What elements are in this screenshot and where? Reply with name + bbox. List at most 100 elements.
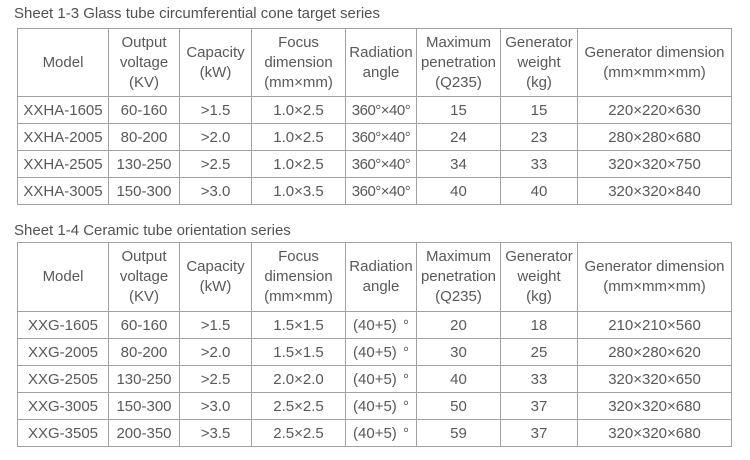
- cell-radiation-angle: (40+5) °: [345, 392, 417, 420]
- column-header-focus-dimension: Focus dimension (mm×mm): [251, 242, 346, 312]
- cell-focus-dimension: 2.5×2.5: [251, 419, 346, 447]
- table-row: XXHA-3005 150-300 >3.0 1.0×3.5 360°×40° …: [17, 177, 732, 205]
- cell-max-penetration: 34: [416, 150, 501, 178]
- cell-radiation-angle: 360°×40°: [345, 96, 417, 124]
- table-row: XXHA-2505 130-250 >2.5 1.0×2.5 360°×40° …: [17, 150, 732, 178]
- cell-output-voltage: 60-160: [108, 96, 180, 124]
- table-row: XXG-2005 80-200 >2.0 1.5×1.5 (40+5) ° 30…: [17, 338, 732, 366]
- cell-max-penetration: 24: [416, 123, 501, 151]
- table-row: XXG-1605 60-160 >1.5 1.5×1.5 (40+5) ° 20…: [17, 311, 732, 339]
- cell-model: XXG-1605: [17, 311, 109, 339]
- cell-focus-dimension: 1.0×3.5: [251, 177, 346, 205]
- cell-output-voltage: 60-160: [108, 311, 180, 339]
- cell-output-voltage: 150-300: [108, 177, 180, 205]
- cell-generator-dimension: 210×210×560: [577, 311, 732, 339]
- cell-capacity: >3.5: [179, 419, 252, 447]
- cell-model: XXG-3005: [17, 392, 109, 420]
- cell-generator-weight: 15: [500, 96, 578, 124]
- cell-model: XXHA-1605: [17, 96, 109, 124]
- cell-generator-dimension: 320×320×750: [577, 150, 732, 178]
- cell-output-voltage: 130-250: [108, 150, 180, 178]
- cell-model: XXHA-2505: [17, 150, 109, 178]
- cell-capacity: >3.0: [179, 392, 252, 420]
- column-header-output-voltage: Output voltage (KV): [108, 28, 180, 97]
- cell-generator-dimension: 320×320×840: [577, 177, 732, 205]
- cell-radiation-angle: (40+5) °: [345, 365, 417, 393]
- column-header-generator-dimension: Generator dimension (mm×mm×mm): [577, 242, 732, 312]
- cell-max-penetration: 40: [416, 365, 501, 393]
- cell-generator-dimension: 320×320×650: [577, 365, 732, 393]
- table-row: XXG-2505 130-250 >2.5 2.0×2.0 (40+5) ° 4…: [17, 365, 732, 393]
- column-header-output-voltage: Output voltage (KV): [108, 242, 180, 312]
- cell-focus-dimension: 1.0×2.5: [251, 96, 346, 124]
- cell-max-penetration: 59: [416, 419, 501, 447]
- cell-focus-dimension: 1.5×1.5: [251, 311, 346, 339]
- cell-focus-dimension: 2.0×2.0: [251, 365, 346, 393]
- column-header-capacity: Capacity (kW): [179, 242, 252, 312]
- cell-max-penetration: 50: [416, 392, 501, 420]
- cell-focus-dimension: 2.5×2.5: [251, 392, 346, 420]
- cell-generator-dimension: 320×320×680: [577, 392, 732, 420]
- cell-generator-weight: 18: [500, 311, 578, 339]
- cell-generator-dimension: 320×320×680: [577, 419, 732, 447]
- cell-model: XXHA-3005: [17, 177, 109, 205]
- cell-radiation-angle: (40+5) °: [345, 419, 417, 447]
- cell-radiation-angle: 360°×40°: [345, 150, 417, 178]
- table-row: XXG-3005 150-300 >3.0 2.5×2.5 (40+5) ° 5…: [17, 392, 732, 420]
- header-row: Model Output voltage (KV) Capacity (kW) …: [17, 242, 732, 312]
- cell-max-penetration: 20: [416, 311, 501, 339]
- cell-radiation-angle: (40+5) °: [345, 311, 417, 339]
- column-header-generator-weight: Generator weight (kg): [500, 28, 578, 97]
- cell-output-voltage: 80-200: [108, 338, 180, 366]
- table-row: XXHA-1605 60-160 >1.5 1.0×2.5 360°×40° 1…: [17, 96, 732, 124]
- table-row: XXHA-2005 80-200 >2.0 1.0×2.5 360°×40° 2…: [17, 123, 732, 151]
- cell-capacity: >2.5: [179, 365, 252, 393]
- cell-generator-weight: 37: [500, 419, 578, 447]
- column-header-model: Model: [17, 242, 109, 312]
- cell-output-voltage: 80-200: [108, 123, 180, 151]
- cell-capacity: >1.5: [179, 96, 252, 124]
- sheet-1-4-title: Sheet 1-4 Ceramic tube orientation serie…: [14, 222, 291, 239]
- cell-model: XXHA-2005: [17, 123, 109, 151]
- cell-generator-dimension: 220×220×630: [577, 96, 732, 124]
- column-header-model: Model: [17, 28, 109, 97]
- column-header-focus-dimension: Focus dimension (mm×mm): [251, 28, 346, 97]
- cell-focus-dimension: 1.0×2.5: [251, 123, 346, 151]
- cell-output-voltage: 150-300: [108, 392, 180, 420]
- sheet-1-3-title: Sheet 1-3 Glass tube circumferential con…: [14, 5, 381, 22]
- cell-generator-weight: 25: [500, 338, 578, 366]
- cell-focus-dimension: 1.0×2.5: [251, 150, 346, 178]
- column-header-capacity: Capacity (kW): [179, 28, 252, 97]
- ceramic-tube-series-table: Model Output voltage (KV) Capacity (kW) …: [17, 242, 732, 447]
- cell-radiation-angle: 360°×40°: [345, 123, 417, 151]
- column-header-generator-weight: Generator weight (kg): [500, 242, 578, 312]
- cell-generator-weight: 23: [500, 123, 578, 151]
- cell-focus-dimension: 1.5×1.5: [251, 338, 346, 366]
- cell-model: XXG-3505: [17, 419, 109, 447]
- cell-max-penetration: 30: [416, 338, 501, 366]
- header-row: Model Output voltage (KV) Capacity (kW) …: [17, 28, 732, 97]
- cell-generator-dimension: 280×280×680: [577, 123, 732, 151]
- cell-radiation-angle: (40+5) °: [345, 338, 417, 366]
- table-row: XXG-3505 200-350 >3.5 2.5×2.5 (40+5) ° 5…: [17, 419, 732, 447]
- cell-max-penetration: 40: [416, 177, 501, 205]
- cell-radiation-angle: 360°×40°: [345, 177, 417, 205]
- cell-generator-weight: 33: [500, 365, 578, 393]
- cell-generator-weight: 33: [500, 150, 578, 178]
- cell-generator-dimension: 280×280×620: [577, 338, 732, 366]
- cell-generator-weight: 37: [500, 392, 578, 420]
- cell-capacity: >2.0: [179, 123, 252, 151]
- column-header-max-penetration: Maximum penetration (Q235): [416, 28, 501, 97]
- column-header-generator-dimension: Generator dimension (mm×mm×mm): [577, 28, 732, 97]
- cell-max-penetration: 15: [416, 96, 501, 124]
- cell-model: XXG-2005: [17, 338, 109, 366]
- cell-output-voltage: 200-350: [108, 419, 180, 447]
- cell-generator-weight: 40: [500, 177, 578, 205]
- column-header-max-penetration: Maximum penetration (Q235): [416, 242, 501, 312]
- cell-output-voltage: 130-250: [108, 365, 180, 393]
- column-header-radiation-angle: Radiation angle: [345, 242, 417, 312]
- cell-capacity: >2.0: [179, 338, 252, 366]
- cell-capacity: >2.5: [179, 150, 252, 178]
- cell-capacity: >3.0: [179, 177, 252, 205]
